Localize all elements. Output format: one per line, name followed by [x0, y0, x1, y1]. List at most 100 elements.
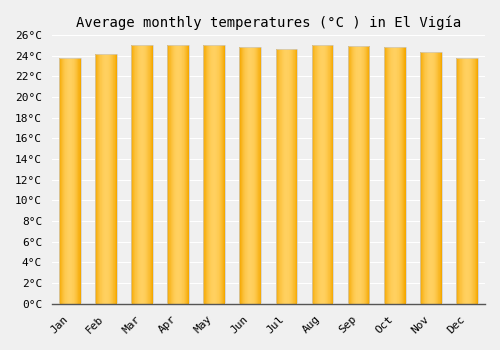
Bar [174, 45, 175, 304]
Bar [136, 45, 137, 304]
Bar [350, 46, 351, 304]
Bar [462, 58, 463, 304]
Bar [143, 45, 144, 304]
Bar [95, 55, 116, 304]
Bar [327, 45, 328, 304]
Bar [254, 47, 256, 304]
Bar [476, 58, 477, 304]
Bar [477, 58, 478, 304]
Bar [470, 58, 472, 304]
Bar [385, 47, 386, 304]
Bar [351, 46, 352, 304]
Bar [208, 45, 209, 304]
Bar [398, 47, 399, 304]
Bar [402, 47, 403, 304]
Bar [333, 45, 334, 304]
Bar [207, 45, 208, 304]
Bar [422, 52, 424, 304]
Bar [429, 52, 430, 304]
Bar [65, 58, 66, 304]
Bar [184, 45, 185, 304]
Bar [463, 58, 464, 304]
Bar [59, 58, 80, 304]
Bar [135, 45, 136, 304]
Bar [392, 47, 393, 304]
Bar [367, 46, 368, 304]
Bar [362, 46, 363, 304]
Bar [332, 45, 333, 304]
Bar [142, 45, 143, 304]
Bar [206, 45, 207, 304]
Bar [223, 45, 224, 304]
Bar [255, 47, 256, 304]
Bar [420, 52, 421, 304]
Bar [421, 52, 422, 304]
Bar [284, 49, 285, 304]
Bar [313, 45, 314, 304]
Bar [464, 58, 465, 304]
Bar [211, 45, 212, 304]
Bar [459, 58, 460, 304]
Bar [388, 47, 389, 304]
Bar [324, 45, 326, 304]
Bar [179, 45, 180, 304]
Bar [61, 58, 62, 304]
Bar [169, 45, 170, 304]
Bar [204, 45, 225, 304]
Bar [361, 46, 362, 304]
Bar [108, 55, 109, 304]
Bar [138, 45, 139, 304]
Bar [467, 58, 468, 304]
Bar [430, 52, 431, 304]
Bar [394, 47, 395, 304]
Bar [114, 55, 115, 304]
Bar [141, 45, 142, 304]
Bar [363, 46, 364, 304]
Bar [405, 47, 406, 304]
Bar [331, 45, 332, 304]
Bar [218, 45, 219, 304]
Bar [315, 45, 316, 304]
Bar [296, 49, 297, 304]
Bar [150, 45, 152, 304]
Bar [286, 49, 287, 304]
Bar [78, 58, 79, 304]
Bar [133, 45, 134, 304]
Bar [103, 55, 104, 304]
Bar [276, 49, 297, 304]
Bar [77, 58, 78, 304]
Bar [148, 45, 149, 304]
Bar [466, 58, 467, 304]
Bar [394, 47, 396, 304]
Bar [348, 46, 349, 304]
Bar [110, 55, 111, 304]
Bar [282, 49, 283, 304]
Bar [253, 47, 254, 304]
Bar [69, 58, 70, 304]
Bar [360, 46, 361, 304]
Bar [168, 45, 169, 304]
Bar [245, 47, 246, 304]
Bar [348, 46, 370, 304]
Bar [312, 45, 313, 304]
Bar [389, 47, 390, 304]
Bar [204, 45, 205, 304]
Bar [278, 49, 279, 304]
Bar [325, 45, 326, 304]
Bar [210, 45, 211, 304]
Bar [358, 46, 359, 304]
Bar [330, 45, 332, 304]
Bar [222, 45, 223, 304]
Bar [364, 46, 365, 304]
Bar [62, 58, 64, 304]
Bar [400, 47, 401, 304]
Bar [146, 45, 147, 304]
Bar [318, 45, 319, 304]
Bar [132, 45, 133, 304]
Bar [75, 58, 76, 304]
Bar [74, 58, 76, 304]
Bar [220, 45, 222, 304]
Bar [60, 58, 61, 304]
Bar [220, 45, 221, 304]
Bar [469, 58, 470, 304]
